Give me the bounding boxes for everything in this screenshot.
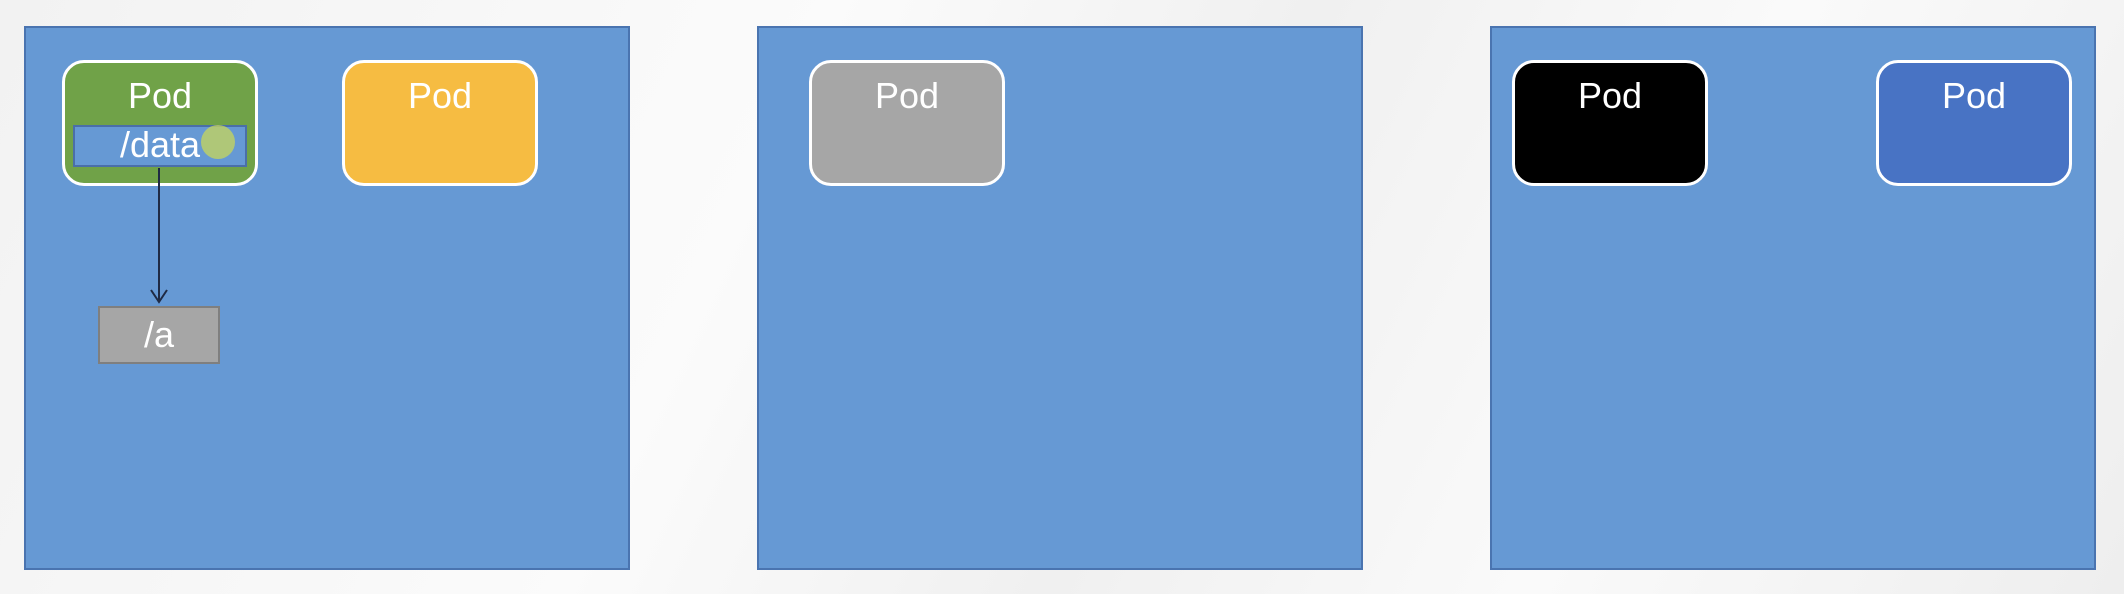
mount-arrow — [150, 168, 168, 304]
pod-label: Pod — [407, 75, 473, 116]
node-box-2: Pod — [757, 26, 1363, 570]
pod-gray: Pod — [809, 60, 1005, 186]
host-path-box: /a — [98, 306, 220, 364]
pod-yellow: Pod — [342, 60, 538, 186]
node-box-3: Pod Pod — [1490, 26, 2096, 570]
node-box-1: Pod /data Pod /a — [24, 26, 630, 570]
pod-label: Pod — [874, 75, 940, 116]
pod-green: Pod /data — [62, 60, 258, 186]
pod-blue: Pod — [1876, 60, 2072, 186]
cursor-highlight — [201, 125, 235, 159]
pod-label: Pod — [1941, 75, 2007, 116]
pod-label: Pod — [1577, 75, 1643, 116]
pod-black: Pod — [1512, 60, 1708, 186]
pod-label: Pod — [127, 75, 193, 116]
